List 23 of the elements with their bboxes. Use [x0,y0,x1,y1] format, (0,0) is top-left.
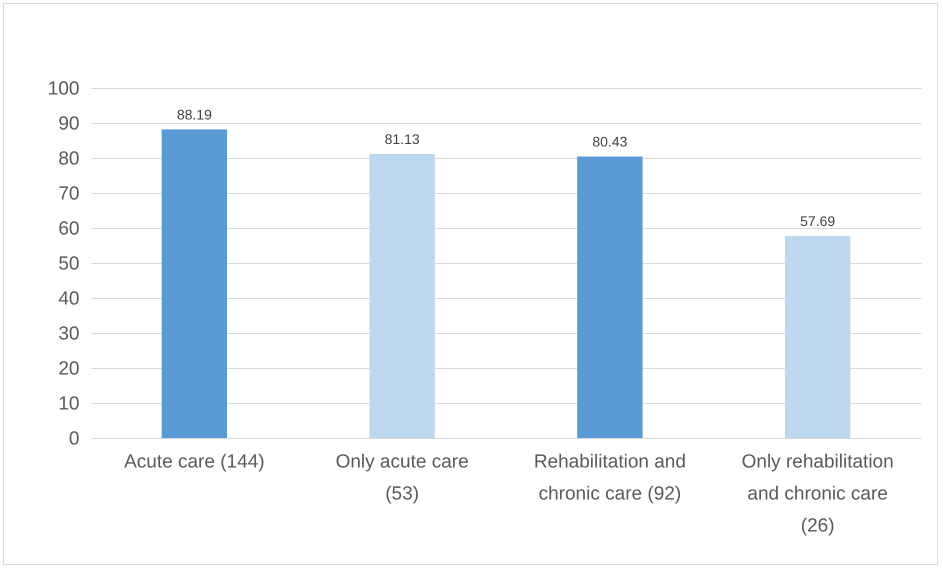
x-tick-label: Only acute care (53) [336,452,469,504]
y-tick-label: 60 [58,218,80,240]
data-label: 81.13 [384,131,420,148]
x-tick-label: Acute care (144) [124,452,265,472]
y-tick-label: 0 [68,428,80,450]
bar [577,156,643,438]
bar [369,154,435,438]
y-tick-label: 50 [58,254,80,274]
bar [784,236,850,438]
bar [162,129,228,438]
y-tick-label: 40 [58,288,80,310]
y-tick-label: 10 [58,394,80,414]
y-tick-label: 20 [58,358,80,380]
y-tick-label: 30 [58,324,80,344]
data-label: 88.19 [176,106,212,122]
x-tick-label: Rehabilitation and chronic care (92) [534,452,686,504]
x-tick-label: Only rehabilitation and chronic care (26) [742,452,894,536]
data-label: 57.69 [800,213,836,230]
y-tick-label: 80 [58,148,80,170]
y-tick-label: 100 [48,78,80,100]
y-tick-label: 90 [58,114,80,134]
data-label: 80.43 [592,133,628,150]
y-tick-label: 70 [58,184,80,204]
